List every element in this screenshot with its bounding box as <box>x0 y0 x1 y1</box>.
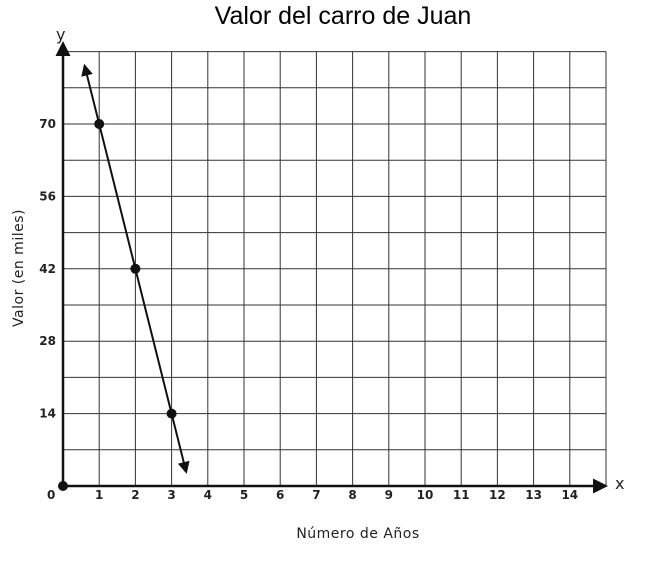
y-axis-label: Valor (en miles) <box>11 209 27 327</box>
data-point <box>130 263 141 274</box>
x-tick-label: 3 <box>167 488 175 502</box>
x-tick-label: 5 <box>240 488 248 502</box>
y-tick-label: 28 <box>39 334 56 348</box>
x-tick-label: 10 <box>417 488 434 502</box>
y-tick-label: 42 <box>39 262 56 276</box>
origin-label: 0 <box>47 488 55 502</box>
x-tick-label: 11 <box>453 488 470 502</box>
data-point <box>94 119 105 129</box>
x-axis-label: Número de Años <box>296 526 419 542</box>
y-axis-letter: y <box>56 25 65 44</box>
x-tick-label: 4 <box>204 488 212 502</box>
data-point <box>58 481 68 491</box>
chart-title: Valor del carro de Juan <box>215 2 472 30</box>
x-tick-label: 13 <box>525 488 542 502</box>
x-axis-letter: x <box>615 474 624 493</box>
y-tick-label: 14 <box>39 407 56 421</box>
x-tick-label: 1 <box>95 488 103 502</box>
x-tick-label: 12 <box>489 488 506 502</box>
data-point <box>166 408 177 419</box>
data-series <box>58 63 190 491</box>
y-tick-label: 70 <box>39 117 56 131</box>
x-tick-label: 7 <box>312 488 320 502</box>
x-tick-label: 2 <box>131 488 139 502</box>
x-tick-label: 9 <box>385 488 393 502</box>
x-tick-label: 8 <box>348 488 356 502</box>
x-tick-label: 14 <box>561 488 578 502</box>
axes <box>55 41 608 494</box>
y-tick-label: 56 <box>39 189 56 203</box>
x-tick-label: 6 <box>276 488 284 502</box>
grid <box>63 51 607 486</box>
